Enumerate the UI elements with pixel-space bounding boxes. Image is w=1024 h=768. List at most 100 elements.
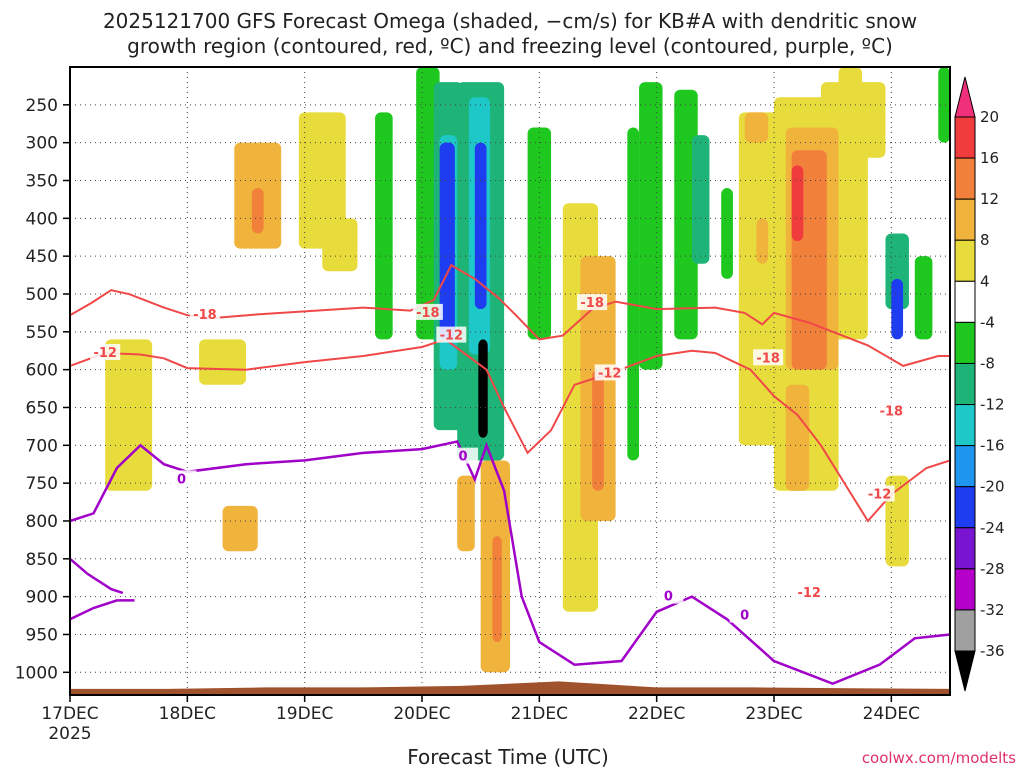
contour-label-1: -18 xyxy=(416,306,440,321)
contour-label-bg-11 xyxy=(448,447,479,464)
contour-label-bg-0 xyxy=(189,306,220,323)
colorbar-swatch-10 xyxy=(954,527,976,570)
colorbar-swatch-9 xyxy=(954,486,976,529)
contour-label-bg-13 xyxy=(729,606,760,623)
contour-label-bg-12 xyxy=(653,587,684,604)
y-tick-label-9: 700 xyxy=(26,436,58,456)
chart-title: 2025121700 GFS Forecast Omega (shaded, −… xyxy=(103,9,917,58)
omega-region-22 xyxy=(592,369,604,491)
colorbar-label-10: -24 xyxy=(980,519,1005,537)
omega-region-24 xyxy=(639,82,663,370)
colorbar-swatch-12 xyxy=(954,609,976,652)
contour-label-bg-8 xyxy=(794,583,825,600)
omega-region-6 xyxy=(322,218,358,272)
colorbar-bottom-arrow xyxy=(954,650,976,692)
colorbar-label-8: -16 xyxy=(980,437,1005,455)
colorbar-label-11: -28 xyxy=(980,560,1005,578)
omega-region-23 xyxy=(627,127,640,461)
credit-text: coolwx.com/modelts xyxy=(862,749,1016,767)
x-axis-label: Forecast Time (UTC) xyxy=(407,745,609,768)
chart-title-line-1: 2025121700 GFS Forecast Omega (shaded, −… xyxy=(103,9,917,33)
x-tick-label-4: 21DEC xyxy=(511,704,568,724)
contour-label-bg-5 xyxy=(90,344,121,361)
contour-line-3 xyxy=(69,557,124,595)
x-tick-label-2: 19DEC xyxy=(276,704,333,724)
colorbar-label-6: -8 xyxy=(980,354,995,372)
x-year-label: 2025 xyxy=(48,724,91,744)
omega-region-11 xyxy=(439,142,455,340)
contour-label-11: 0 xyxy=(459,450,468,465)
contour-label-6: -12 xyxy=(440,329,464,344)
contour-line-1 xyxy=(69,338,951,523)
colorbar-swatch-1 xyxy=(954,157,976,200)
omega-region-36 xyxy=(791,165,804,242)
colorbar-label-2: 12 xyxy=(980,190,999,208)
colorbar-label-4: 4 xyxy=(980,272,990,290)
y-tick-label-15: 1000 xyxy=(15,663,58,683)
contour-label-bg-2 xyxy=(577,294,608,311)
omega-region-4 xyxy=(251,188,264,234)
contour-label-bg-9 xyxy=(864,485,895,502)
x-tick-label-0: 17DEC xyxy=(41,704,98,724)
omega-region-18 xyxy=(492,536,502,643)
colorbar-label-0: 20 xyxy=(980,108,999,126)
contour-label-bg-6 xyxy=(436,326,467,343)
colorbar-swatch-0 xyxy=(954,116,976,159)
omega-region-43 xyxy=(938,67,950,143)
contour-label-5: -12 xyxy=(93,346,117,361)
x-tick-label-5: 22DEC xyxy=(628,704,685,724)
chart-title-line-2: growth region (contoured, red, ºC) and f… xyxy=(127,34,893,58)
colorbar-label-9: -20 xyxy=(980,478,1005,496)
y-tick-label-0: 250 xyxy=(26,96,58,116)
contour-label-bg-1 xyxy=(412,303,443,320)
contour-label-12: 0 xyxy=(664,590,673,605)
colorbar-swatch-5 xyxy=(954,321,976,364)
omega-region-5 xyxy=(298,112,346,249)
omega-region-15 xyxy=(478,339,488,438)
y-tick-label-2: 350 xyxy=(26,171,58,191)
colorbar-swatch-6 xyxy=(954,362,976,406)
x-tick-label-7: 24DEC xyxy=(863,704,920,724)
y-tick-label-4: 450 xyxy=(26,247,58,267)
contour-line-2 xyxy=(69,440,951,686)
colorbar-swatch-8 xyxy=(954,445,976,488)
omega-region-2 xyxy=(222,505,258,552)
y-tick-label-8: 650 xyxy=(26,398,58,418)
colorbar-label-1: 16 xyxy=(980,149,999,167)
colorbar-label-3: 8 xyxy=(980,231,990,249)
y-tick-label-13: 900 xyxy=(26,588,58,608)
colorbar-swatch-3 xyxy=(954,239,976,282)
omega-region-14 xyxy=(474,142,487,310)
omega-region-39 xyxy=(856,82,886,158)
x-tick-label-6: 23DEC xyxy=(745,704,802,724)
y-tick-label-12: 850 xyxy=(26,550,58,570)
x-tick-label-1: 18DEC xyxy=(159,704,216,724)
omega-region-0 xyxy=(105,339,153,491)
y-tick-label-14: 950 xyxy=(26,625,58,645)
colorbar-swatch-11 xyxy=(954,568,976,611)
omega-region-26 xyxy=(691,135,710,264)
contour-label-bg-4 xyxy=(876,402,907,419)
x-axis-ticks: 17DEC 18DEC 19DEC 20DEC 21DEC 22DEC 23DEC 24DEC xyxy=(41,695,920,724)
terrain xyxy=(70,681,950,695)
y-tick-label-5: 500 xyxy=(26,285,58,305)
contour-label-bg-7 xyxy=(594,364,625,381)
contour-label-bg-3 xyxy=(753,349,784,366)
contour-label-13: 0 xyxy=(740,609,749,624)
contour-label-4: -18 xyxy=(880,404,904,419)
omega-region-29 xyxy=(744,112,769,143)
contour-label-3: -18 xyxy=(756,351,780,366)
omega-region-34 xyxy=(785,384,810,491)
colorbar: 20 16 12 8 4 -4 -8 -12 -16 -20 -24 -28 -32 -36 xyxy=(954,76,1005,692)
plot-frame xyxy=(69,66,951,696)
y-tick-label-10: 750 xyxy=(26,474,58,494)
y-tick-label-6: 550 xyxy=(26,323,58,343)
contour-label-10: 0 xyxy=(177,472,186,487)
colorbar-label-5: -4 xyxy=(980,313,995,331)
contour-label-0: -18 xyxy=(193,308,217,323)
omega-shading xyxy=(105,67,950,673)
omega-region-27 xyxy=(721,188,733,279)
omega-region-30 xyxy=(756,218,769,264)
y-tick-label-3: 400 xyxy=(26,209,58,229)
colorbar-swatch-7 xyxy=(954,404,976,447)
